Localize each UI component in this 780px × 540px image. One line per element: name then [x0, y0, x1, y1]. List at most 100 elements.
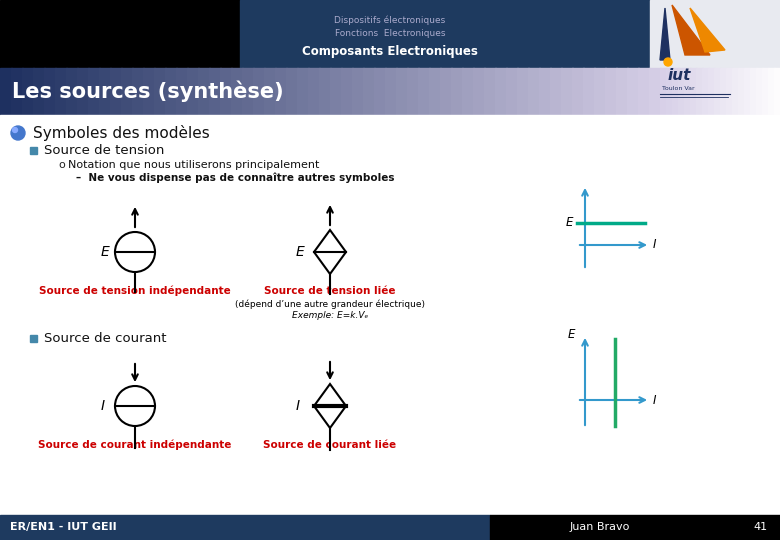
Bar [714, 68, 721, 115]
Bar [187, 68, 199, 115]
Bar [308, 68, 320, 115]
Text: E: E [101, 245, 109, 259]
Polygon shape [672, 5, 710, 55]
Bar [650, 0, 780, 105]
Bar [720, 68, 727, 115]
Bar [517, 68, 529, 115]
Bar [451, 68, 463, 115]
Bar [30, 335, 37, 342]
Bar [396, 68, 408, 115]
Text: Composants Electroniques: Composants Electroniques [302, 44, 478, 57]
Text: Source de tension: Source de tension [44, 145, 165, 158]
Bar [374, 68, 386, 115]
Text: E: E [568, 328, 575, 341]
Bar [690, 68, 697, 115]
Bar [684, 68, 691, 115]
Bar [385, 68, 397, 115]
Bar [768, 68, 775, 115]
Bar [678, 68, 685, 115]
Circle shape [115, 232, 155, 272]
Bar [561, 68, 573, 115]
Bar [209, 68, 221, 115]
Bar [22, 68, 34, 115]
Bar [341, 68, 353, 115]
Bar [756, 68, 763, 115]
Bar [0, 0, 240, 68]
Bar [33, 68, 45, 115]
Text: Source de tension liée: Source de tension liée [264, 286, 395, 296]
Bar [330, 68, 342, 115]
Bar [352, 68, 364, 115]
Bar [616, 68, 628, 115]
Bar [77, 68, 89, 115]
Polygon shape [314, 384, 346, 428]
Text: Source de tension indépendante: Source de tension indépendante [39, 286, 231, 296]
Bar [495, 68, 507, 115]
Bar [429, 68, 441, 115]
Bar [696, 68, 703, 115]
Bar [319, 68, 331, 115]
Bar [550, 68, 562, 115]
Text: I: I [653, 394, 657, 407]
Bar [572, 68, 584, 115]
Bar [0, 68, 12, 115]
Bar [121, 68, 133, 115]
Bar [738, 68, 745, 115]
Bar [594, 68, 606, 115]
Circle shape [12, 127, 17, 132]
Bar [490, 515, 780, 540]
Text: I: I [653, 239, 657, 252]
Circle shape [11, 126, 25, 140]
Polygon shape [690, 8, 725, 52]
Bar [672, 68, 679, 115]
Bar [638, 68, 650, 115]
Bar [99, 68, 111, 115]
Circle shape [664, 58, 672, 66]
Text: Notation que nous utiliserons principalement: Notation que nous utiliserons principale… [68, 160, 319, 170]
Bar [605, 68, 617, 115]
Text: (dépend d’une autre grandeur électrique): (dépend d’une autre grandeur électrique) [235, 299, 425, 309]
Text: Fonctions  Electroniques: Fonctions Electroniques [335, 30, 445, 38]
Bar [11, 68, 23, 115]
Text: I: I [296, 399, 300, 413]
Bar [583, 68, 595, 115]
Text: 41: 41 [754, 522, 768, 532]
Bar [762, 68, 769, 115]
Bar [774, 68, 780, 115]
Bar [627, 68, 639, 115]
Bar [0, 115, 780, 515]
Bar [363, 68, 375, 115]
Bar [297, 68, 309, 115]
Bar [66, 68, 78, 115]
Bar [666, 68, 673, 115]
Bar [539, 68, 551, 115]
Bar [440, 68, 452, 115]
Text: Juan Bravo: Juan Bravo [570, 522, 630, 532]
Bar [30, 147, 37, 154]
Bar [198, 68, 210, 115]
Bar [264, 68, 276, 115]
Bar [528, 68, 540, 115]
Bar [44, 68, 56, 115]
Bar [143, 68, 155, 115]
Text: o: o [58, 160, 65, 170]
Text: iut: iut [668, 69, 691, 84]
Bar [744, 68, 751, 115]
Bar [154, 68, 166, 115]
Text: E: E [566, 217, 573, 230]
Text: Les sources (synthèse): Les sources (synthèse) [12, 80, 284, 102]
Bar [702, 68, 709, 115]
Bar [55, 68, 67, 115]
Bar [407, 68, 419, 115]
Polygon shape [314, 230, 346, 274]
Text: Toulon Var: Toulon Var [662, 85, 695, 91]
Bar [750, 68, 757, 115]
Bar [660, 0, 780, 68]
Bar [240, 0, 660, 68]
Bar [253, 68, 265, 115]
Bar [88, 68, 100, 115]
Bar [473, 68, 485, 115]
Text: Source de courant indépendante: Source de courant indépendante [38, 440, 232, 450]
Text: Source de courant: Source de courant [44, 333, 166, 346]
Bar [286, 68, 298, 115]
